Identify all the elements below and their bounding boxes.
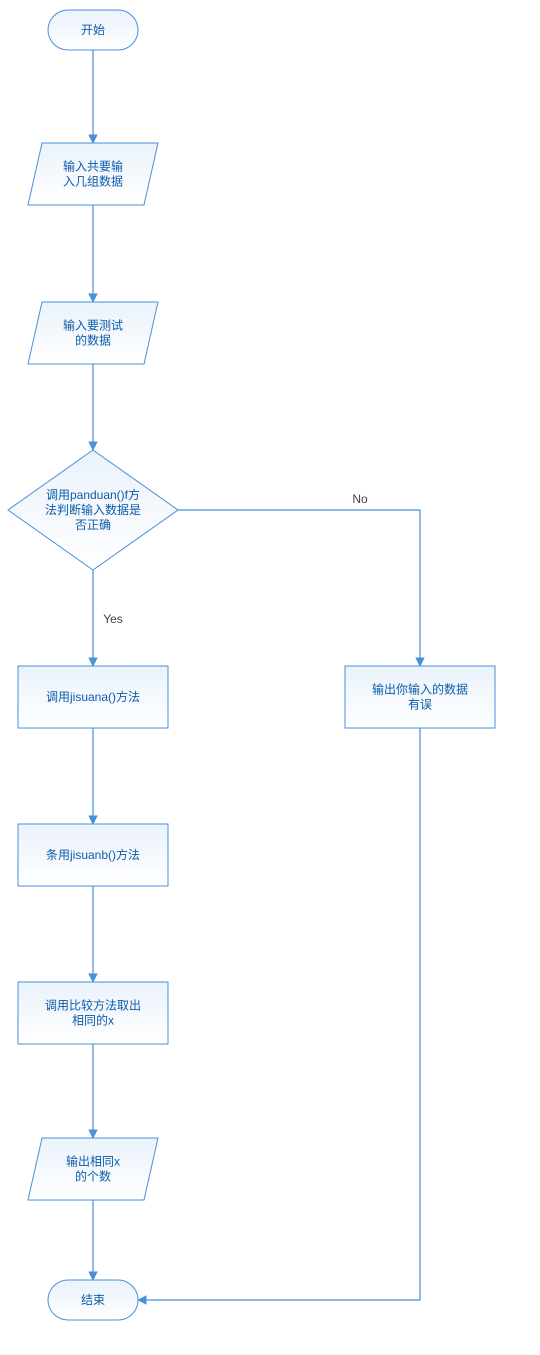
node-label: 调用jisuana()方法 (46, 689, 140, 704)
node-p3: 调用比较方法取出相同的x (18, 982, 168, 1044)
node-label: 有误 (408, 698, 432, 712)
node-dec: 调用panduan()f方法判断输入数据是否正确 (8, 450, 178, 570)
edge-label: Yes (103, 612, 123, 626)
edge-err-end (138, 728, 420, 1300)
node-label: 否正确 (75, 518, 111, 532)
node-label: 调用panduan()f方 (46, 487, 140, 502)
node-end: 结束 (48, 1280, 138, 1320)
node-out: 输出相同x的个数 (28, 1138, 158, 1200)
node-in1: 输入共要输入几组数据 (28, 143, 158, 205)
node-label: 相同的x (72, 1013, 114, 1028)
node-label: 法判断输入数据是 (45, 502, 141, 517)
node-label: 调用比较方法取出 (45, 998, 141, 1013)
edge-label: No (352, 492, 368, 506)
node-label: 入几组数据 (63, 174, 123, 189)
node-label: 输入要测试 (63, 318, 123, 333)
node-label: 的数据 (75, 333, 111, 348)
node-start: 开始 (48, 10, 138, 50)
node-label: 开始 (81, 23, 105, 37)
flowchart-canvas: YesNo开始输入共要输入几组数据输入要测试的数据调用panduan()f方法判… (0, 0, 540, 1355)
node-err: 输出你输入的数据有误 (345, 666, 495, 728)
node-label: 输出你输入的数据 (372, 682, 468, 697)
node-p1: 调用jisuana()方法 (18, 666, 168, 728)
node-label: 输出相同x (66, 1154, 120, 1169)
node-label: 结束 (81, 1293, 105, 1307)
node-label: 输入共要输 (63, 159, 123, 174)
node-in2: 输入要测试的数据 (28, 302, 158, 364)
node-label: 条用jisuanb()方法 (46, 847, 140, 862)
edge-dec-err (178, 510, 420, 666)
node-p2: 条用jisuanb()方法 (18, 824, 168, 886)
node-label: 的个数 (75, 1169, 111, 1184)
